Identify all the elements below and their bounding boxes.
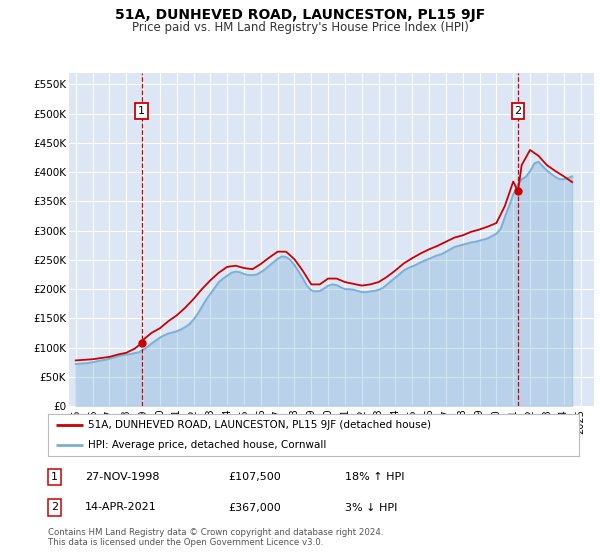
Text: 51A, DUNHEVED ROAD, LAUNCESTON, PL15 9JF: 51A, DUNHEVED ROAD, LAUNCESTON, PL15 9JF <box>115 8 485 22</box>
Text: £367,000: £367,000 <box>229 502 281 512</box>
Text: 2: 2 <box>51 502 58 512</box>
Text: 1: 1 <box>51 472 58 482</box>
Text: 1: 1 <box>138 106 145 116</box>
Text: 51A, DUNHEVED ROAD, LAUNCESTON, PL15 9JF (detached house): 51A, DUNHEVED ROAD, LAUNCESTON, PL15 9JF… <box>88 421 431 430</box>
Text: 27-NOV-1998: 27-NOV-1998 <box>85 472 160 482</box>
Text: 18% ↑ HPI: 18% ↑ HPI <box>346 472 405 482</box>
Text: HPI: Average price, detached house, Cornwall: HPI: Average price, detached house, Corn… <box>88 440 326 450</box>
Text: 3% ↓ HPI: 3% ↓ HPI <box>346 502 398 512</box>
Text: £107,500: £107,500 <box>229 472 281 482</box>
Text: 2: 2 <box>514 106 521 116</box>
Text: 14-APR-2021: 14-APR-2021 <box>85 502 157 512</box>
Text: Price paid vs. HM Land Registry's House Price Index (HPI): Price paid vs. HM Land Registry's House … <box>131 21 469 34</box>
Text: Contains HM Land Registry data © Crown copyright and database right 2024.
This d: Contains HM Land Registry data © Crown c… <box>48 528 383 547</box>
